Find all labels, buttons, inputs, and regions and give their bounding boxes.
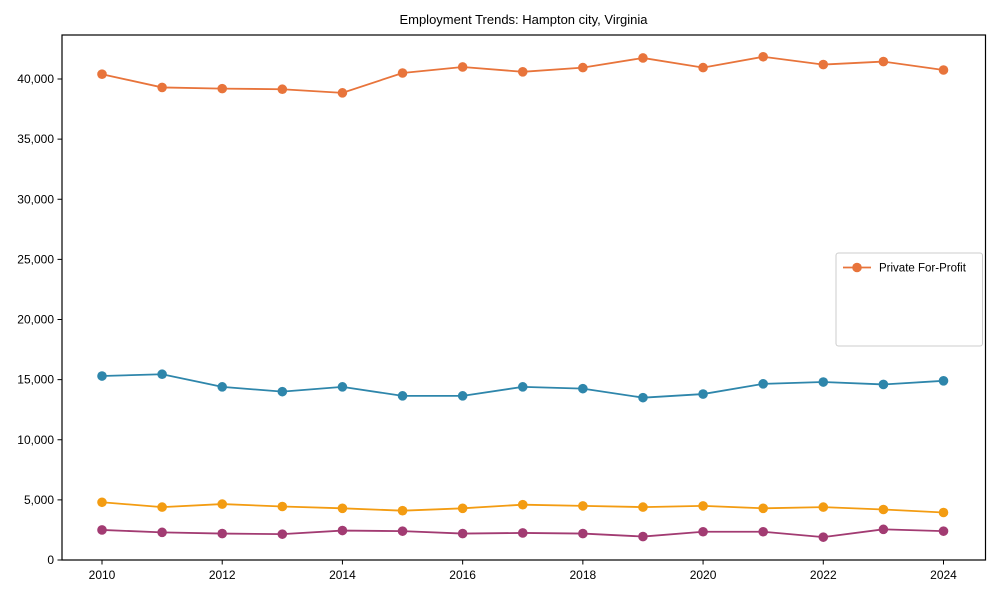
data-point [157, 502, 167, 512]
data-point [217, 382, 228, 392]
data-point [578, 528, 588, 539]
y-axis-tick-label: 10,000 [17, 433, 54, 447]
plot-border [61, 34, 987, 561]
data-point [758, 379, 768, 389]
data-point [938, 65, 949, 75]
x-axis-tick-label: 2020 [690, 568, 717, 582]
data-point [157, 369, 167, 380]
data-point [938, 376, 949, 386]
series-private-non-profit [97, 497, 949, 518]
legend-box [835, 252, 983, 347]
x-axis-tick-label: 2022 [810, 568, 837, 582]
y-axis-tick-label: 30,000 [17, 192, 54, 206]
data-point [97, 497, 107, 508]
data-point [517, 499, 528, 510]
data-point [878, 56, 889, 67]
legend-label: Private For-Profit [879, 263, 967, 275]
data-point [578, 383, 588, 394]
legend-marker-icon [852, 262, 862, 273]
data-point [217, 528, 228, 539]
data-point [758, 51, 768, 62]
legend [835, 252, 983, 347]
data-point [818, 59, 829, 70]
series-private-for-profit [97, 51, 949, 98]
data-point [698, 501, 708, 511]
y-axis-tick-label: 20,000 [17, 313, 54, 327]
data-point [818, 502, 829, 512]
data-point [157, 527, 167, 538]
chart-title: Employment Trends: Hampton city, Virgini… [399, 12, 648, 27]
data-point [517, 66, 528, 77]
data-point [938, 507, 949, 518]
data-point [97, 371, 107, 381]
data-point [337, 525, 348, 536]
data-point [217, 499, 228, 509]
data-point [277, 529, 288, 539]
x-axis-tick-label: 2012 [209, 568, 236, 582]
data-point [638, 392, 648, 403]
data-point [698, 526, 708, 537]
data-point [397, 391, 408, 401]
y-axis-tick-label: 35,000 [17, 132, 54, 146]
series-self-employed [97, 524, 949, 542]
data-point [878, 379, 889, 390]
x-axis-tick-label: 2024 [930, 568, 957, 582]
data-point [517, 528, 528, 538]
data-point [578, 62, 588, 73]
y-axis-tick-label: 15,000 [17, 373, 54, 387]
legend-item-private-for-profit [843, 262, 871, 273]
data-point [758, 503, 768, 514]
series-government [97, 369, 949, 403]
data-point [397, 526, 408, 536]
x-axis-tick-label: 2014 [329, 568, 356, 582]
y-axis-tick-label: 0 [47, 553, 54, 567]
data-point [277, 386, 288, 397]
data-point [517, 382, 528, 392]
y-axis-tick-label: 5,000 [24, 493, 54, 507]
data-point [217, 83, 228, 94]
data-point [157, 82, 167, 93]
y-axis-tick-label: 40,000 [17, 72, 54, 86]
data-point [277, 84, 288, 95]
data-point [97, 69, 107, 80]
data-point [878, 504, 889, 515]
data-point [698, 62, 708, 73]
data-point [457, 62, 468, 72]
data-point [337, 382, 348, 392]
data-point [878, 524, 889, 535]
data-point [337, 88, 348, 98]
x-axis-tick-label: 2018 [570, 568, 597, 582]
data-point [397, 505, 408, 516]
data-point [638, 502, 648, 512]
data-point [337, 503, 348, 514]
data-point [758, 526, 768, 537]
data-point [638, 53, 648, 63]
data-point [397, 68, 408, 78]
data-point [457, 528, 468, 539]
data-point [938, 526, 949, 536]
x-axis-tick-label: 2016 [449, 568, 476, 582]
data-point [818, 532, 829, 542]
data-point [698, 389, 708, 399]
y-axis-tick-label: 25,000 [17, 252, 54, 266]
data-point [277, 501, 288, 512]
data-point [638, 531, 648, 542]
data-point [578, 501, 588, 511]
data-point [818, 377, 829, 387]
x-axis-tick-label: 2010 [89, 568, 116, 582]
data-point [97, 525, 107, 535]
data-point [457, 503, 468, 514]
data-point [457, 391, 468, 401]
